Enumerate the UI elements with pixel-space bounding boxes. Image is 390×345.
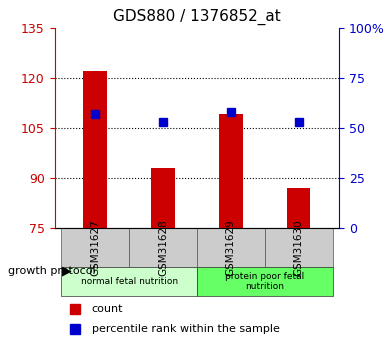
- Text: count: count: [92, 304, 123, 314]
- Bar: [83, 71, 107, 228]
- Bar: [151, 168, 175, 228]
- Text: GSM31629: GSM31629: [226, 219, 236, 276]
- Text: GSM31627: GSM31627: [90, 219, 100, 276]
- Bar: [129, 228, 197, 267]
- Bar: [61, 228, 129, 267]
- Text: growth protocol: growth protocol: [8, 266, 96, 276]
- Bar: [197, 228, 265, 267]
- Title: GDS880 / 1376852_at: GDS880 / 1376852_at: [113, 9, 281, 25]
- Bar: [219, 114, 243, 228]
- Text: normal fetal nutrition: normal fetal nutrition: [81, 277, 178, 286]
- Bar: [197, 267, 333, 296]
- Bar: [61, 267, 197, 296]
- Bar: [265, 228, 333, 267]
- Bar: [287, 188, 310, 228]
- Text: protein poor fetal
nutrition: protein poor fetal nutrition: [225, 272, 304, 292]
- Text: percentile rank within the sample: percentile rank within the sample: [92, 324, 280, 334]
- Text: GSM31630: GSM31630: [294, 219, 304, 276]
- Text: GSM31628: GSM31628: [158, 219, 168, 276]
- Text: ▶: ▶: [62, 264, 71, 277]
